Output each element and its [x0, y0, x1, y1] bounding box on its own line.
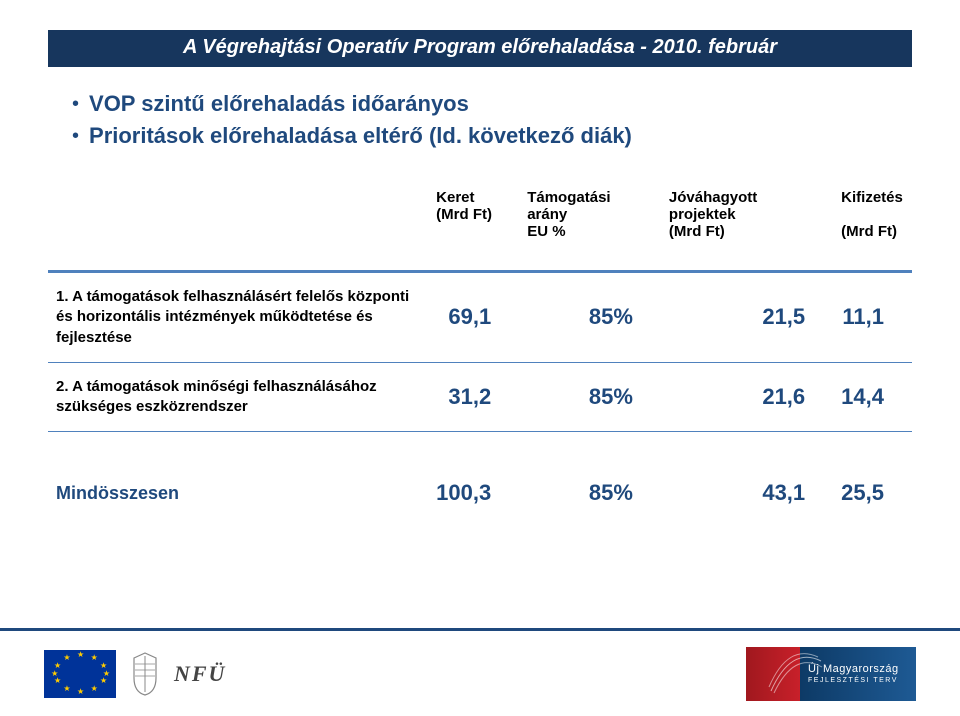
bullet-marker: • [72, 89, 79, 119]
total-label: Mindösszesen [48, 454, 428, 532]
umft-logo: Új Magyarország FEJLESZTÉSI TERV [746, 647, 916, 701]
bullet-list: • VOP szintű előrehaladás időarányos • P… [72, 89, 912, 151]
umft-title: Új Magyarország [808, 663, 916, 675]
table-total-row: Mindösszesen 100,3 85% 43,1 25,5 [48, 454, 912, 532]
cell-value: 85% [519, 454, 661, 532]
cell-value: 21,6 [661, 362, 833, 432]
cell-value: 14,4 [833, 362, 912, 432]
cell-value: 11,1 [833, 272, 912, 363]
row-label: 2. A támogatások minőségi felhasználásáh… [48, 362, 428, 432]
table-row: 1. A támogatások felhasználásért felelős… [48, 272, 912, 363]
cell-value: 85% [519, 362, 661, 432]
footer-left: ★ ★ ★ ★ ★ ★ ★ ★ ★ ★ ★ ★ [44, 650, 226, 698]
bullet-item: • VOP szintű előrehaladás időarányos [72, 89, 912, 119]
cell-value: 31,2 [428, 362, 519, 432]
slide: A Végrehajtási Operatív Program előrehal… [0, 0, 960, 716]
umft-subtitle: FEJLESZTÉSI TERV [808, 677, 916, 684]
table-header-row: Keret (Mrd Ft) Támogatási arány EU % Jóv… [48, 179, 912, 272]
data-table: Keret (Mrd Ft) Támogatási arány EU % Jóv… [48, 179, 912, 532]
cell-value: 25,5 [833, 454, 912, 532]
slide-title: A Végrehajtási Operatív Program előrehal… [48, 30, 912, 67]
table-row: 2. A támogatások minőségi felhasználásáh… [48, 362, 912, 432]
bullet-marker: • [72, 121, 79, 151]
cell-value: 100,3 [428, 454, 519, 532]
cell-value: 43,1 [661, 454, 833, 532]
bullet-text: VOP szintű előrehaladás időarányos [89, 89, 469, 119]
header-keret: Keret (Mrd Ft) [428, 179, 519, 272]
bullet-text: Prioritások előrehaladása eltérő (ld. kö… [89, 121, 632, 151]
coat-of-arms-icon [132, 652, 158, 696]
eu-flag-icon: ★ ★ ★ ★ ★ ★ ★ ★ ★ ★ ★ ★ [44, 650, 116, 698]
header-tamogatasi: Támogatási arány EU % [519, 179, 661, 272]
header-kifizetes: Kifizetés (Mrd Ft) [833, 179, 912, 272]
cell-value: 21,5 [661, 272, 833, 363]
cell-value: 69,1 [428, 272, 519, 363]
header-blank [48, 179, 428, 272]
cell-value: 85% [519, 272, 661, 363]
header-jovahagyott: Jóváhagyott projektek (Mrd Ft) [661, 179, 833, 272]
slide-footer: ★ ★ ★ ★ ★ ★ ★ ★ ★ ★ ★ ★ [0, 628, 960, 716]
bullet-item: • Prioritások előrehaladása eltérő (ld. … [72, 121, 912, 151]
row-label: 1. A támogatások felhasználásért felelős… [48, 272, 428, 363]
nfu-logo-text: NFÜ [174, 661, 226, 687]
